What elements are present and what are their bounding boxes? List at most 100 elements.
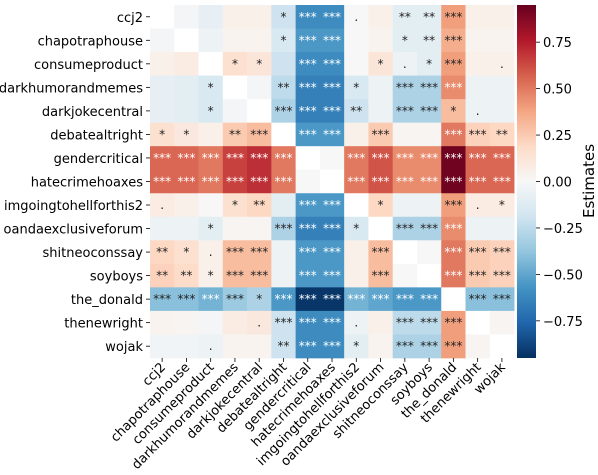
heatmap-cell bbox=[489, 99, 515, 124]
significance-label: * bbox=[450, 104, 456, 118]
significance-label: . bbox=[403, 57, 407, 71]
heatmap-cell bbox=[344, 75, 369, 100]
colorbar-tick-label: −0.25 bbox=[543, 222, 583, 237]
significance-label: *** bbox=[493, 174, 511, 188]
heatmap-cell bbox=[465, 75, 491, 100]
heatmap-cell bbox=[489, 240, 515, 265]
heatmap-cell bbox=[222, 5, 248, 29]
heatmap-cell bbox=[271, 334, 297, 359]
significance-label: *** bbox=[323, 245, 341, 259]
heatmap-cell bbox=[271, 169, 297, 194]
heatmap-cell bbox=[222, 193, 248, 218]
heatmap-cell bbox=[150, 169, 175, 194]
heatmap-cell bbox=[441, 99, 466, 124]
significance-label: * bbox=[256, 57, 262, 71]
significance-label: *** bbox=[299, 33, 317, 47]
row-label: shitneoconssay bbox=[43, 246, 144, 261]
heatmap-cell bbox=[392, 99, 418, 124]
significance-label: *** bbox=[250, 269, 268, 283]
significance-label: *** bbox=[323, 33, 341, 47]
heatmap-cell bbox=[441, 240, 466, 265]
heatmap-cell bbox=[392, 52, 418, 76]
heatmap-cell bbox=[247, 99, 272, 124]
heatmap-cell bbox=[295, 263, 321, 288]
significance-label: . bbox=[209, 339, 213, 353]
row-label: wojak bbox=[105, 340, 143, 355]
heatmap-cell bbox=[247, 169, 272, 194]
significance-label: *** bbox=[153, 292, 171, 306]
significance-label: *** bbox=[372, 245, 390, 259]
heatmap-cell bbox=[392, 193, 418, 218]
row-label: soyboys bbox=[90, 270, 143, 285]
heatmap-cell bbox=[271, 75, 297, 100]
row-label: thenewright bbox=[64, 317, 143, 332]
heatmap-cell bbox=[271, 122, 297, 147]
heatmap-cell bbox=[271, 146, 297, 171]
significance-label: *** bbox=[444, 198, 462, 212]
heatmap-cell bbox=[344, 310, 369, 335]
significance-label: . bbox=[354, 10, 358, 24]
colorbar-tick-label: 0.25 bbox=[543, 129, 572, 144]
heatmap-cell bbox=[198, 52, 224, 76]
heatmap-cell bbox=[368, 52, 394, 76]
significance-label: ** bbox=[253, 198, 265, 212]
heatmap-cell bbox=[271, 193, 297, 218]
heatmap-cell bbox=[392, 122, 418, 147]
row-label: ccj2 bbox=[117, 11, 143, 26]
significance-label: *** bbox=[299, 10, 317, 24]
significance-label: *** bbox=[299, 222, 317, 236]
heatmap-cell bbox=[174, 216, 199, 241]
row-label: darkjokecentral bbox=[42, 105, 143, 120]
significance-label: *** bbox=[493, 269, 511, 283]
heatmap-cell bbox=[344, 146, 369, 171]
heatmap-cell bbox=[489, 28, 515, 53]
heatmap-cell bbox=[441, 310, 466, 335]
heatmap-cell bbox=[222, 169, 248, 194]
heatmap-cell bbox=[247, 5, 272, 29]
row-label: gendercritical bbox=[54, 152, 143, 167]
significance-label: *** bbox=[274, 316, 292, 330]
significance-label: *** bbox=[177, 292, 195, 306]
significance-label: * bbox=[232, 198, 238, 212]
row-label: imgoingtohellforthis2 bbox=[4, 199, 143, 214]
heatmap-cell bbox=[368, 5, 394, 29]
significance-label: *** bbox=[347, 151, 365, 165]
heatmap-cell bbox=[198, 75, 224, 100]
significance-label: *** bbox=[444, 57, 462, 71]
significance-label: *** bbox=[444, 10, 462, 24]
significance-label: *** bbox=[372, 269, 390, 283]
significance-label: * bbox=[353, 80, 359, 94]
significance-label: *** bbox=[299, 127, 317, 141]
heatmap-cell bbox=[319, 5, 345, 29]
heatmap-cell bbox=[198, 240, 224, 265]
heatmap-cell bbox=[150, 310, 175, 335]
heatmap-cell bbox=[295, 287, 321, 312]
heatmap-cell bbox=[295, 193, 321, 218]
heatmap-cell bbox=[198, 216, 224, 241]
heatmap-cell bbox=[441, 169, 466, 194]
heatmap-cell bbox=[344, 287, 369, 312]
colorbar-tick-label: 0.75 bbox=[543, 36, 572, 51]
heatmap-cell bbox=[150, 5, 175, 29]
significance-label: *** bbox=[323, 80, 341, 94]
heatmap-cell bbox=[319, 193, 345, 218]
heatmap-cell bbox=[247, 287, 272, 312]
significance-label: *** bbox=[444, 174, 462, 188]
significance-label: * bbox=[183, 245, 189, 259]
significance-label: *** bbox=[299, 80, 317, 94]
heatmap-cell bbox=[344, 28, 369, 53]
row-label: chapotraphouse bbox=[38, 34, 143, 49]
row-label: the_donald bbox=[71, 293, 143, 308]
heatmap-cell bbox=[416, 287, 442, 312]
heatmap-cell bbox=[441, 28, 466, 53]
significance-label: *** bbox=[323, 10, 341, 24]
significance-label: *** bbox=[444, 339, 462, 353]
heatmap-cell bbox=[295, 216, 321, 241]
heatmap-cell bbox=[222, 310, 248, 335]
significance-label: *** bbox=[274, 104, 292, 118]
significance-label: * bbox=[353, 222, 359, 236]
significance-label: *** bbox=[202, 151, 220, 165]
heatmap-cell bbox=[247, 122, 272, 147]
heatmap-cell bbox=[319, 28, 345, 53]
significance-label: * bbox=[280, 10, 286, 24]
